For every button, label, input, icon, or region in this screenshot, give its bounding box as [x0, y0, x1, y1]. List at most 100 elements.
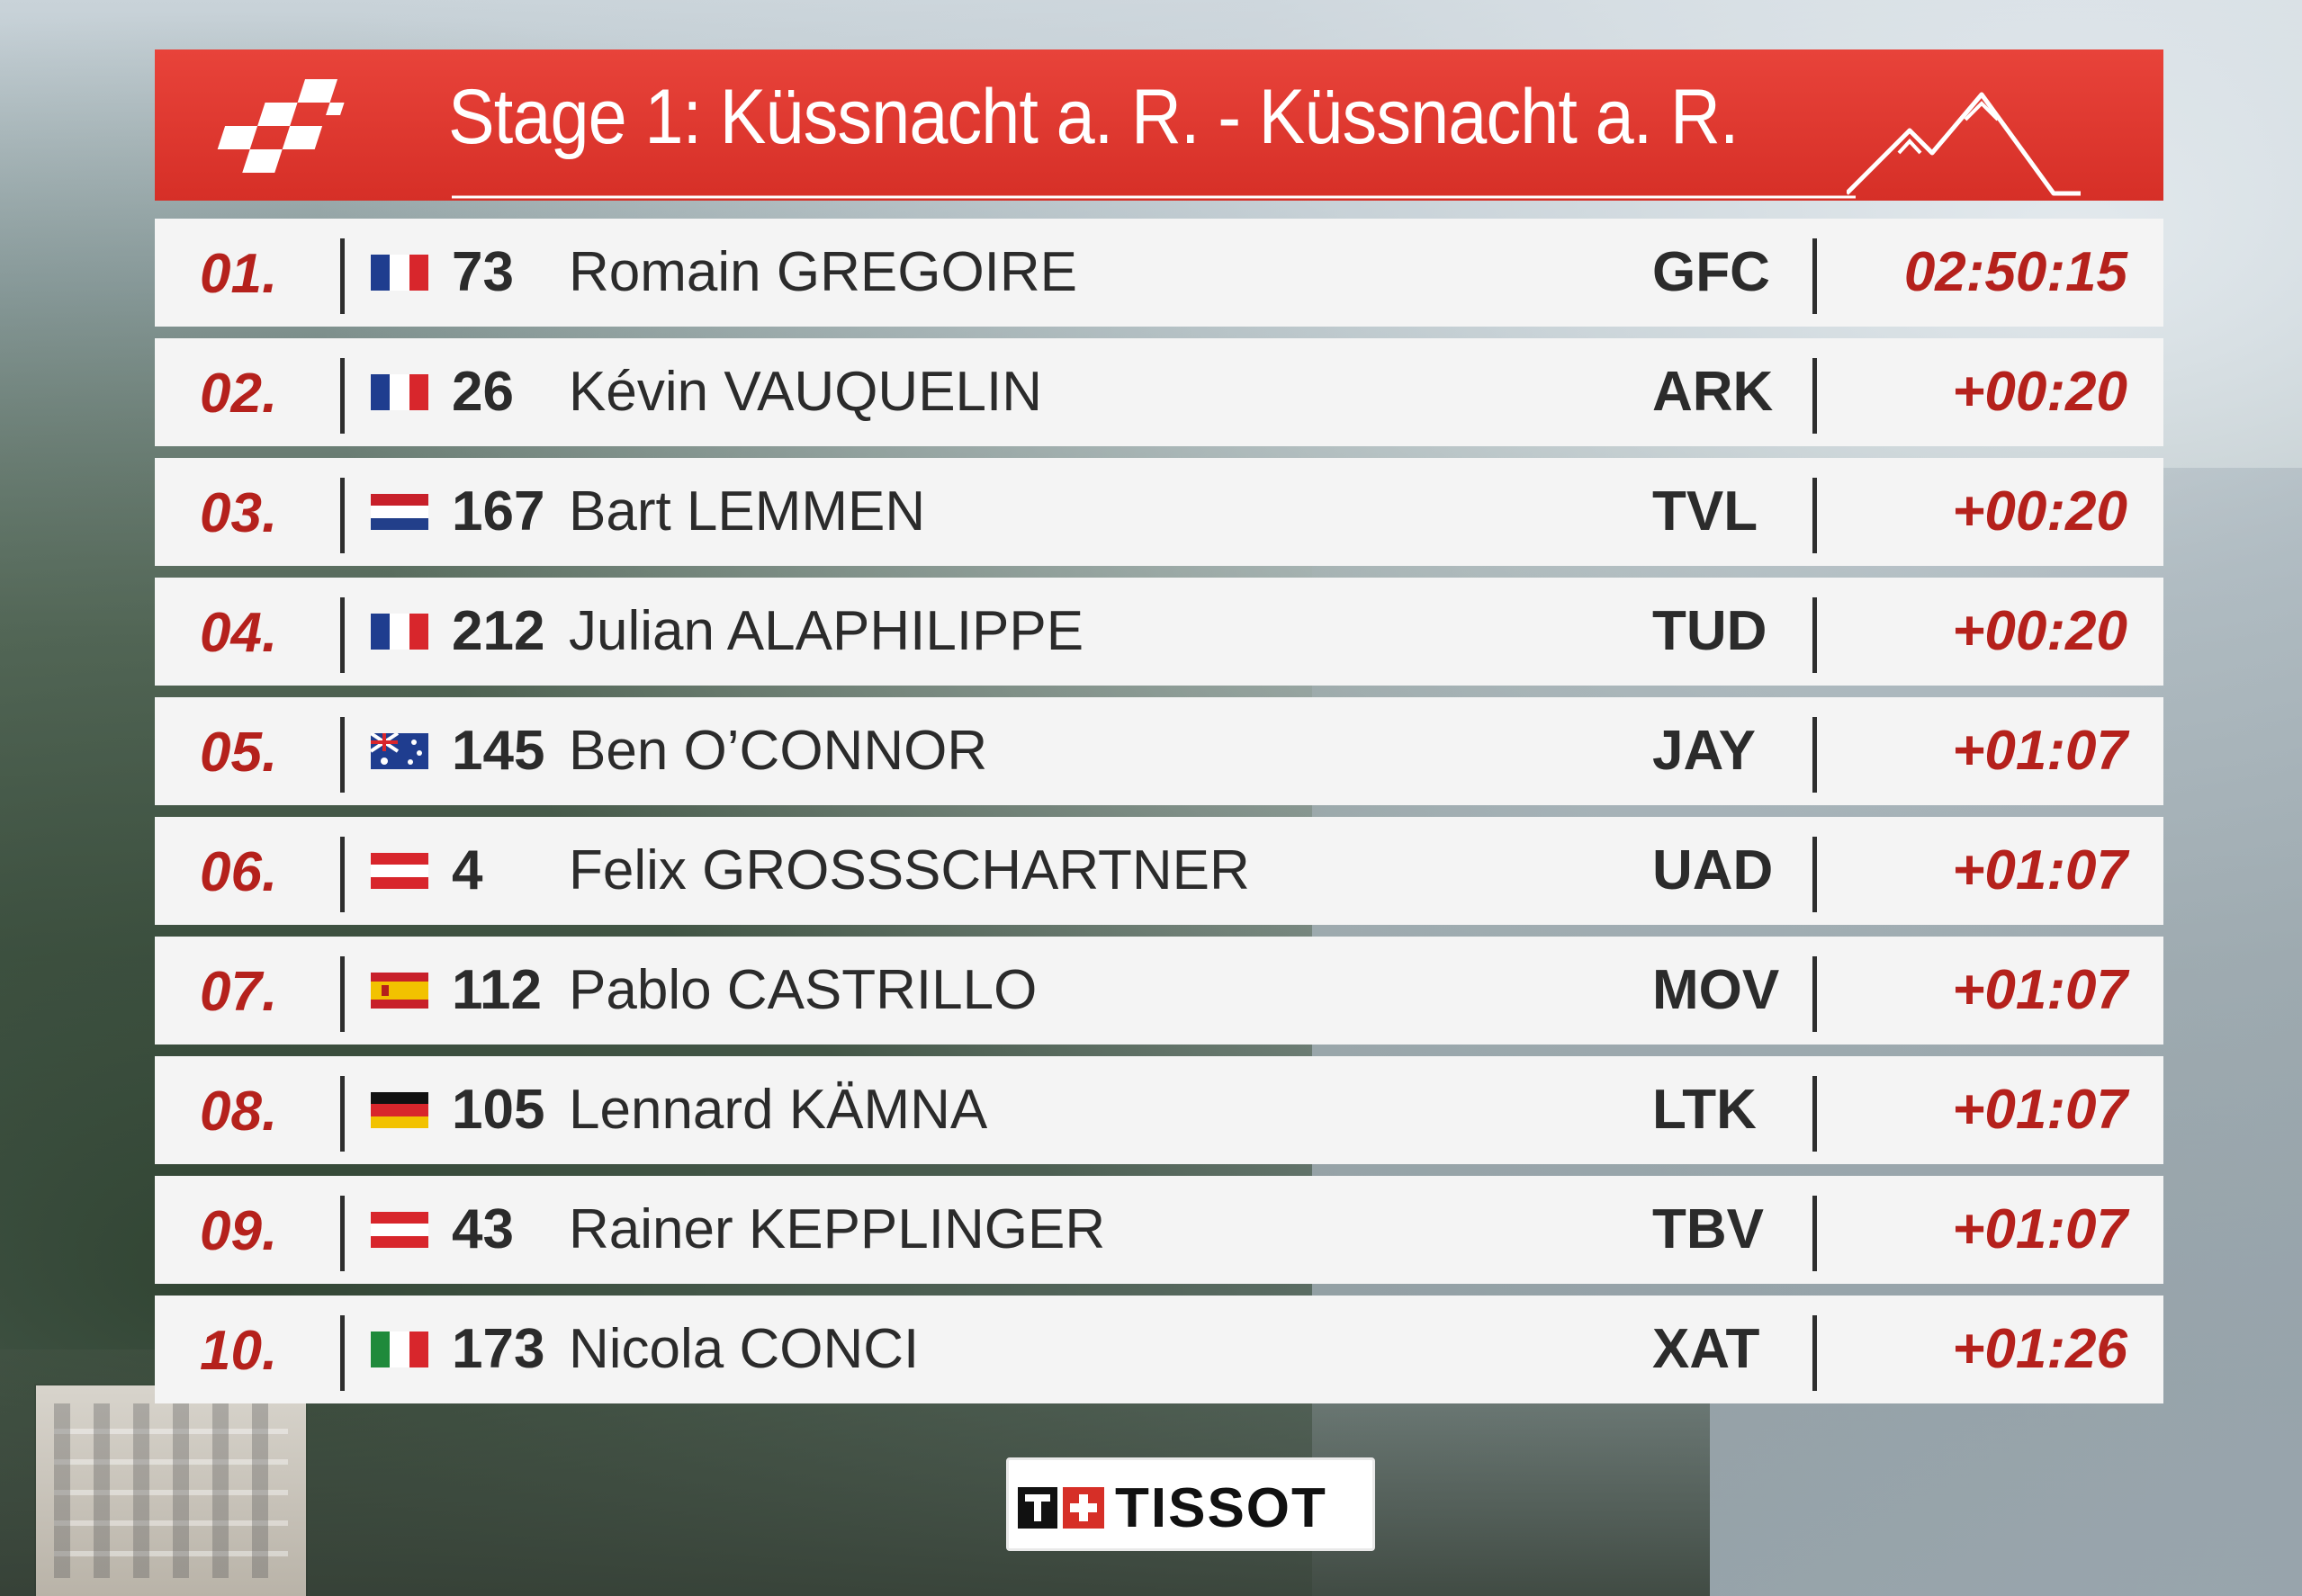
finish-time: +01:07 — [1952, 720, 2127, 782]
bib-number: 26 — [452, 361, 514, 423]
rank: 06. — [200, 841, 278, 903]
team-code: LTK — [1652, 1079, 1757, 1141]
rank: 09. — [200, 1200, 278, 1262]
italy-flag-icon — [371, 1331, 428, 1367]
rank: 08. — [200, 1080, 278, 1143]
team-code: ARK — [1652, 361, 1774, 423]
finish-time: +00:20 — [1952, 600, 2127, 662]
divider — [1812, 358, 1817, 434]
bib-number: 112 — [452, 959, 543, 1021]
divider — [1812, 956, 1817, 1032]
bib-number: 145 — [452, 720, 545, 782]
team-code: TVL — [1652, 480, 1758, 542]
bib-number: 43 — [452, 1198, 514, 1260]
result-row: 03. 167 Bart LEMMEN TVL +00:20 — [155, 458, 2163, 566]
austria-flag-icon — [371, 1212, 428, 1248]
rider-name: Felix GROSSSCHARTNER — [569, 839, 1250, 901]
bib-number: 4 — [452, 839, 483, 901]
divider — [340, 597, 345, 673]
finish-time: 02:50:15 — [1903, 241, 2127, 303]
rider-name: Julian ALAPHILIPPE — [569, 600, 1084, 662]
rank: 07. — [200, 961, 278, 1023]
rider-name: Pablo CASTRILLO — [569, 959, 1038, 1021]
sponsor-name: TISSOT — [1115, 1477, 1327, 1539]
team-code: GFC — [1652, 241, 1770, 303]
bib-number: 105 — [452, 1079, 545, 1141]
tissot-cross-logo-icon — [1018, 1487, 1104, 1529]
team-code: UAD — [1652, 839, 1774, 901]
rank: 04. — [200, 602, 278, 664]
divider — [340, 358, 345, 434]
bib-number: 212 — [452, 600, 545, 662]
rider-name: Bart LEMMEN — [569, 480, 926, 542]
austria-flag-icon — [371, 853, 428, 889]
rider-name: Lennard KÄMNA — [569, 1079, 988, 1141]
divider — [1812, 837, 1817, 912]
bib-number: 173 — [452, 1318, 545, 1380]
title-underline — [452, 195, 1856, 199]
divider — [340, 837, 345, 912]
rider-name: Rainer KEPPLINGER — [569, 1198, 1106, 1260]
results-list: 01. 73 Romain GREGOIRE GFC 02:50:15 02. 26 Kévi… — [155, 219, 2163, 1415]
team-code: JAY — [1652, 720, 1756, 782]
rider-name: Kévin VAUQUELIN — [569, 361, 1043, 423]
mountain-profile-icon — [1847, 92, 2081, 196]
team-code: MOV — [1652, 959, 1780, 1021]
rank: 03. — [200, 482, 278, 544]
rider-name: Ben O’CONNOR — [569, 720, 988, 782]
divider — [340, 478, 345, 553]
rank: 02. — [200, 363, 278, 425]
divider — [1812, 478, 1817, 553]
france-flag-icon — [371, 374, 428, 410]
team-code: TUD — [1652, 600, 1767, 662]
france-flag-icon — [371, 614, 428, 650]
divider — [1812, 1196, 1817, 1271]
divider — [340, 238, 345, 314]
result-row: 07. 112 Pablo CASTRILLO MOV +01:07 — [155, 937, 2163, 1045]
team-code: XAT — [1652, 1318, 1760, 1380]
result-row: 01. 73 Romain GREGOIRE GFC 02:50:15 — [155, 219, 2163, 327]
stage-title: Stage 1: Küssnacht a. R. - Küssnacht a. … — [448, 74, 1739, 160]
divider — [340, 717, 345, 793]
rider-name: Romain GREGOIRE — [569, 241, 1078, 303]
divider — [340, 1076, 345, 1152]
divider — [1812, 597, 1817, 673]
finish-time: +00:20 — [1952, 480, 2127, 542]
rider-name: Nicola CONCI — [569, 1318, 920, 1380]
result-row: 06. 4 Felix GROSSSCHARTNER UAD +01:07 — [155, 817, 2163, 925]
finish-time: +01:07 — [1952, 839, 2127, 901]
france-flag-icon — [371, 255, 428, 291]
tour-de-suisse-checkered-logo-icon — [217, 79, 345, 173]
background-building — [36, 1385, 306, 1596]
netherlands-flag-icon — [371, 494, 428, 530]
rank: 01. — [200, 243, 278, 305]
finish-time: +01:07 — [1952, 1198, 2127, 1260]
divider — [340, 1315, 345, 1391]
sponsor-badge: TISSOT — [1006, 1457, 1375, 1551]
australia-flag-icon — [369, 731, 428, 769]
germany-flag-icon — [371, 1092, 428, 1128]
finish-time: +01:26 — [1952, 1318, 2127, 1380]
result-row: 05. 145 Ben O’CONNOR JAY +01:07 — [155, 697, 2163, 805]
rank: 10. — [200, 1320, 278, 1382]
divider — [340, 1196, 345, 1271]
divider — [1812, 1315, 1817, 1391]
result-row: 04. 212 Julian ALAPHILIPPE TUD +00:20 — [155, 578, 2163, 686]
result-row: 09. 43 Rainer KEPPLINGER TBV +01:07 — [155, 1176, 2163, 1284]
divider — [1812, 238, 1817, 314]
bib-number: 167 — [452, 480, 545, 542]
result-row: 08. 105 Lennard KÄMNA LTK +01:07 — [155, 1056, 2163, 1164]
bib-number: 73 — [452, 241, 514, 303]
rank: 05. — [200, 722, 278, 784]
result-row: 10. 173 Nicola CONCI XAT +01:26 — [155, 1296, 2163, 1403]
finish-time: +01:07 — [1952, 1079, 2127, 1141]
result-row: 02. 26 Kévin VAUQUELIN ARK +00:20 — [155, 338, 2163, 446]
spain-flag-icon — [371, 973, 428, 1009]
divider — [1812, 1076, 1817, 1152]
stage-header: Stage 1: Küssnacht a. R. - Küssnacht a. … — [155, 49, 2163, 201]
divider — [1812, 717, 1817, 793]
finish-time: +01:07 — [1952, 959, 2127, 1021]
finish-time: +00:20 — [1952, 361, 2127, 423]
team-code: TBV — [1652, 1198, 1764, 1260]
divider — [340, 956, 345, 1032]
